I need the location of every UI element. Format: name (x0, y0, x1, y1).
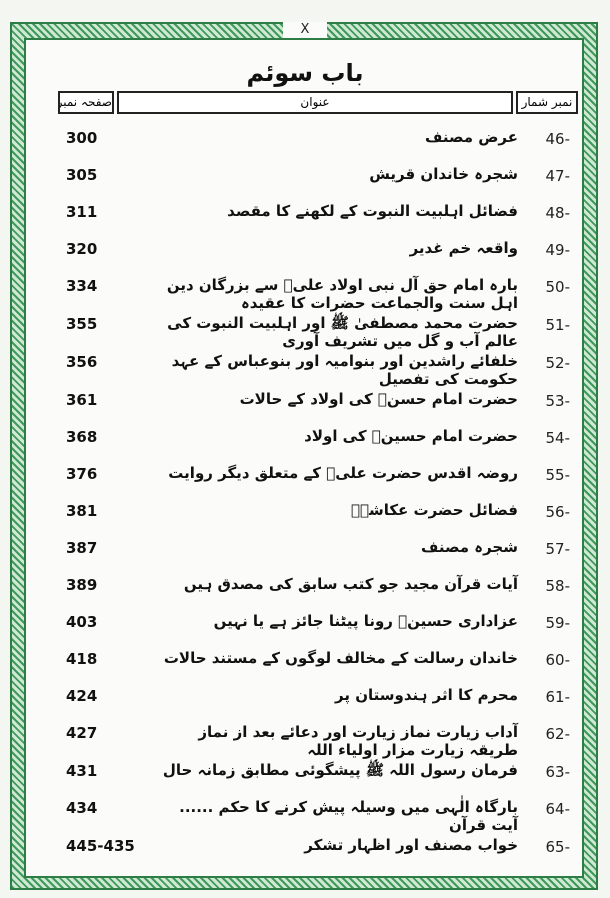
row-page: 424 (66, 687, 98, 705)
toc-row: 403 عزاداری حسینؑ رونا پیٹنا جائز ہے یا … (30, 610, 580, 647)
row-title: حضرت امام حسنؑ کی اولاد کے حالات (239, 390, 518, 408)
row-number: 51- (545, 316, 571, 334)
page-content-area (24, 38, 584, 878)
toc-list: 300 عرض مصنف 46- 305 شجرہ خاندان قریش 47-… (30, 126, 580, 871)
row-title: بارہ امام حق آل نبی اولاد علیؑ سے بزرگان… (166, 276, 518, 312)
row-number: 64- (545, 800, 571, 818)
row-title: فرمان رسول اللہ ﷺ پیشگوئی مطابق زمانہ حا… (162, 761, 518, 779)
toc-row: 320 واقعہ خم غدیر 49- (30, 237, 580, 274)
row-number: 50- (545, 278, 571, 296)
row-number: 48- (545, 204, 571, 222)
toc-row: 356 خلفائے راشدین اور بنوامیہ اور بنوعبا… (30, 350, 580, 388)
row-number: 59- (545, 614, 571, 632)
row-number: 62- (545, 725, 571, 743)
row-title: حضرت محمد مصطفیٰ ﷺ اور اہلبیت النبوت کی … (167, 314, 518, 350)
row-page: 368 (66, 428, 98, 446)
row-page: 445-435 (66, 837, 135, 855)
row-page: 403 (66, 613, 98, 631)
row-page: 300 (66, 129, 98, 147)
toc-row: 389 آیات قرآن مجید جو کتب سابق کی مصدق ہ… (30, 573, 580, 610)
row-title: خواب مصنف اور اظہار تشکر (304, 836, 518, 854)
row-title: فضائل حضرت عکاشہؓ (350, 501, 518, 519)
toc-row: 427 آداب زیارت نماز زیارت اور دعائے بعد … (30, 721, 580, 759)
row-page: 381 (66, 502, 98, 520)
row-title: بارگاہ الٰہی میں وسیلہ پیش کرنے کا حکم .… (179, 798, 518, 834)
toc-row: 305 شجرہ خاندان قریش 47- (30, 163, 580, 200)
row-number: 65- (545, 838, 571, 856)
row-title: شجرہ مصنف (421, 538, 518, 556)
toc-row: 424 محرم کا اثر ہندوستان پر 61- (30, 684, 580, 721)
row-page: 387 (66, 539, 98, 557)
row-title: آداب زیارت نماز زیارت اور دعائے بعد از ن… (198, 723, 518, 759)
row-title: عرض مصنف (424, 128, 518, 146)
row-title: خاندان رسالت کے مخالف لوگوں کے مستند حال… (163, 649, 518, 667)
toc-row: 300 عرض مصنف 46- (30, 126, 580, 163)
row-title: شجرہ خاندان قریش (369, 165, 518, 183)
row-number: 58- (545, 577, 571, 595)
row-page: 334 (66, 277, 98, 295)
row-number: 56- (545, 503, 571, 521)
row-page: 305 (66, 166, 98, 184)
toc-row: 418 خاندان رسالت کے مخالف لوگوں کے مستند… (30, 647, 580, 684)
row-title: حضرت امام حسینؑ کی اولاد (304, 427, 518, 445)
toc-row: 368 حضرت امام حسینؑ کی اولاد 54- (30, 425, 580, 462)
chapter-title: باب سوئم (246, 59, 364, 87)
toc-row: 381 فضائل حضرت عکاشہؓ 56- (30, 499, 580, 536)
row-page: 311 (66, 203, 98, 221)
row-number: 57- (545, 540, 571, 558)
toc-row: 376 روضہ اقدس حضرت علیؑ کے متعلق دیگر رو… (30, 462, 580, 499)
header-number: نمبر شمار (516, 91, 578, 114)
header-title: عنوان (117, 91, 513, 114)
row-number: 52- (545, 354, 571, 372)
toc-row: 355 حضرت محمد مصطفیٰ ﷺ اور اہلبیت النبوت… (30, 312, 580, 350)
row-title: خلفائے راشدین اور بنوامیہ اور بنوعباس کے… (171, 352, 518, 388)
toc-row: 445-435 خواب مصنف اور اظہار تشکر 65- (30, 834, 580, 871)
row-page: 376 (66, 465, 98, 483)
row-number: 46- (545, 130, 571, 148)
row-number: 49- (545, 241, 571, 259)
page-mark: X (283, 22, 327, 38)
toc-row: 361 حضرت امام حسنؑ کی اولاد کے حالات 53- (30, 388, 580, 425)
toc-row: 387 شجرہ مصنف 57- (30, 536, 580, 573)
row-title: محرم کا اثر ہندوستان پر (335, 686, 518, 704)
toc-row: 334 بارہ امام حق آل نبی اولاد علیؑ سے بز… (30, 274, 580, 312)
row-title: آیات قرآن مجید جو کتب سابق کی مصدق ہیں (183, 575, 518, 593)
row-number: 47- (545, 167, 571, 185)
row-page: 427 (66, 724, 98, 742)
row-number: 60- (545, 651, 571, 669)
row-page: 355 (66, 315, 98, 333)
toc-row: 431 فرمان رسول اللہ ﷺ پیشگوئی مطابق زمان… (30, 759, 580, 796)
row-page: 361 (66, 391, 98, 409)
row-number: 54- (545, 429, 571, 447)
row-page: 320 (66, 240, 98, 258)
row-number: 55- (545, 466, 571, 484)
row-page: 434 (66, 799, 98, 817)
header-page: صفحہ نمبر (58, 91, 114, 114)
row-page: 418 (66, 650, 98, 668)
row-page: 431 (66, 762, 98, 780)
toc-row: 434 بارگاہ الٰہی میں وسیلہ پیش کرنے کا ح… (30, 796, 580, 834)
row-number: 61- (545, 688, 571, 706)
row-page: 356 (66, 353, 98, 371)
row-page: 389 (66, 576, 98, 594)
row-title: روضہ اقدس حضرت علیؑ کے متعلق دیگر روایت (168, 464, 518, 482)
row-title: واقعہ خم غدیر (409, 239, 518, 257)
row-title: عزاداری حسینؑ رونا پیٹنا جائز ہے یا نہیں (213, 612, 518, 630)
row-number: 53- (545, 392, 571, 410)
row-number: 63- (545, 763, 571, 781)
row-title: فضائل اہلبیت النبوت کے لکھنے کا مقصد (227, 202, 518, 220)
toc-row: 311 فضائل اہلبیت النبوت کے لکھنے کا مقصد… (30, 200, 580, 237)
